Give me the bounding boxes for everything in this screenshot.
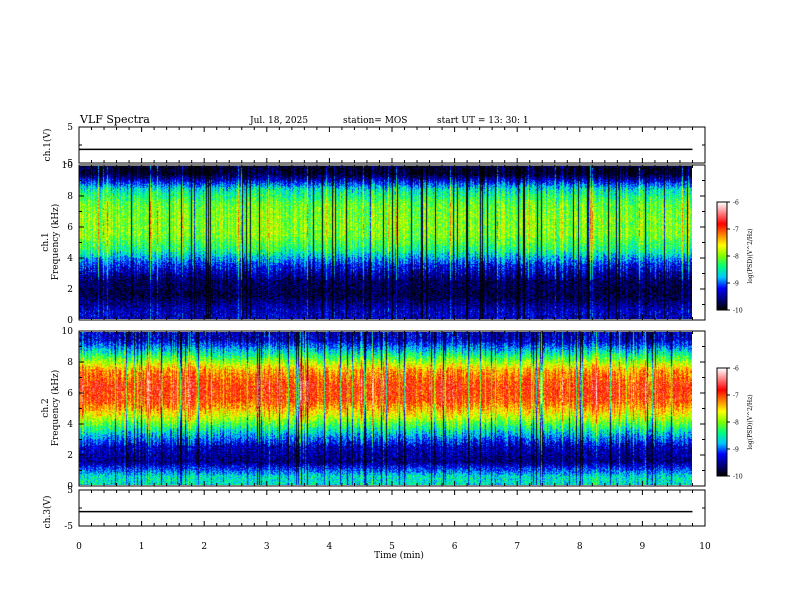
ch2-spectrogram-ylabel-top: ch.2 [41, 398, 51, 417]
x-tick-label: 2 [201, 542, 207, 552]
ch2-spectrogram-ylabel: Frequency (kHz) [50, 370, 61, 447]
y-tick-label: 4 [67, 420, 73, 430]
y-tick-label: 0 [67, 316, 73, 326]
y-tick-label: 5 [67, 486, 73, 496]
y-tick-label: 6 [67, 223, 73, 233]
colorbar-tick-label: -9 [733, 281, 739, 288]
x-tick-label: 5 [389, 542, 395, 552]
y-tick-label: 8 [67, 358, 73, 368]
ch1-spectrogram-image [79, 166, 692, 319]
colorbar-tick-label: -10 [733, 308, 743, 315]
ch2-colorbar [717, 368, 727, 476]
x-tick-label: 3 [264, 542, 270, 552]
ch2-spectrogram-image [79, 332, 692, 485]
ch1-colorbar-label: log(PSD)(V^2/Hz) [747, 228, 754, 283]
figure-title: VLF Spectra [79, 113, 150, 126]
y-tick-label: 0 [67, 482, 73, 492]
ch1-spectrogram-ylabel: Frequency (kHz) [50, 204, 61, 281]
ch3-waveform-ylabel: ch.3(V) [42, 496, 53, 529]
colorbar-tick-label: -7 [733, 227, 739, 234]
ch1-waveform-ylabel: ch.1(V) [42, 129, 53, 162]
x-tick-label: 1 [139, 542, 145, 552]
y-tick-label: -5 [64, 159, 73, 169]
x-tick-label: 4 [327, 542, 333, 552]
y-tick-label: 2 [67, 451, 73, 461]
y-tick-label: 5 [67, 123, 73, 133]
y-tick-label: -5 [64, 522, 73, 532]
x-tick-label: 6 [452, 542, 458, 552]
date-label: Jul. 18, 2025 [249, 116, 308, 126]
ch1-colorbar [717, 202, 727, 310]
y-tick-label: 2 [67, 285, 73, 295]
ch1-spectrogram-ylabel-top: ch.1 [41, 232, 51, 251]
ch1-waveform-frame [78, 126, 706, 164]
start-time-label: start UT = 13: 30: 1 [437, 116, 529, 126]
ch3-waveform-frame [78, 489, 706, 527]
x-tick-label: 7 [514, 542, 520, 552]
colorbar-tick-label: -9 [733, 447, 739, 454]
x-tick-label: 8 [577, 542, 583, 552]
y-tick-label: 10 [62, 327, 74, 337]
y-tick-label: 8 [67, 192, 73, 202]
x-tick-label: 10 [699, 542, 711, 552]
x-tick-label: 9 [640, 542, 646, 552]
colorbar-tick-label: -6 [733, 200, 739, 207]
axis-ticks-layer: 0 1 2 3 4 5 6 7 8 9 105-5024681002468105-5-6-7-8-9… [62, 123, 743, 552]
colorbar-tick-label: -10 [733, 474, 743, 481]
colorbar-tick-label: -8 [733, 254, 739, 261]
colorbar-tick-label: -7 [733, 393, 739, 400]
ch2-colorbar-label: log(PSD)(V^2/Hz) [747, 394, 754, 449]
x-axis-label: Time (min) [374, 550, 424, 561]
station-label: station= MOS [343, 116, 407, 126]
y-tick-label: 10 [62, 161, 74, 171]
x-tick-label: 0 [76, 542, 82, 552]
y-tick-label: 4 [67, 254, 73, 264]
colorbar-tick-label: -6 [733, 366, 739, 373]
y-tick-label: 6 [67, 389, 73, 399]
colorbar-tick-label: -8 [733, 420, 739, 427]
